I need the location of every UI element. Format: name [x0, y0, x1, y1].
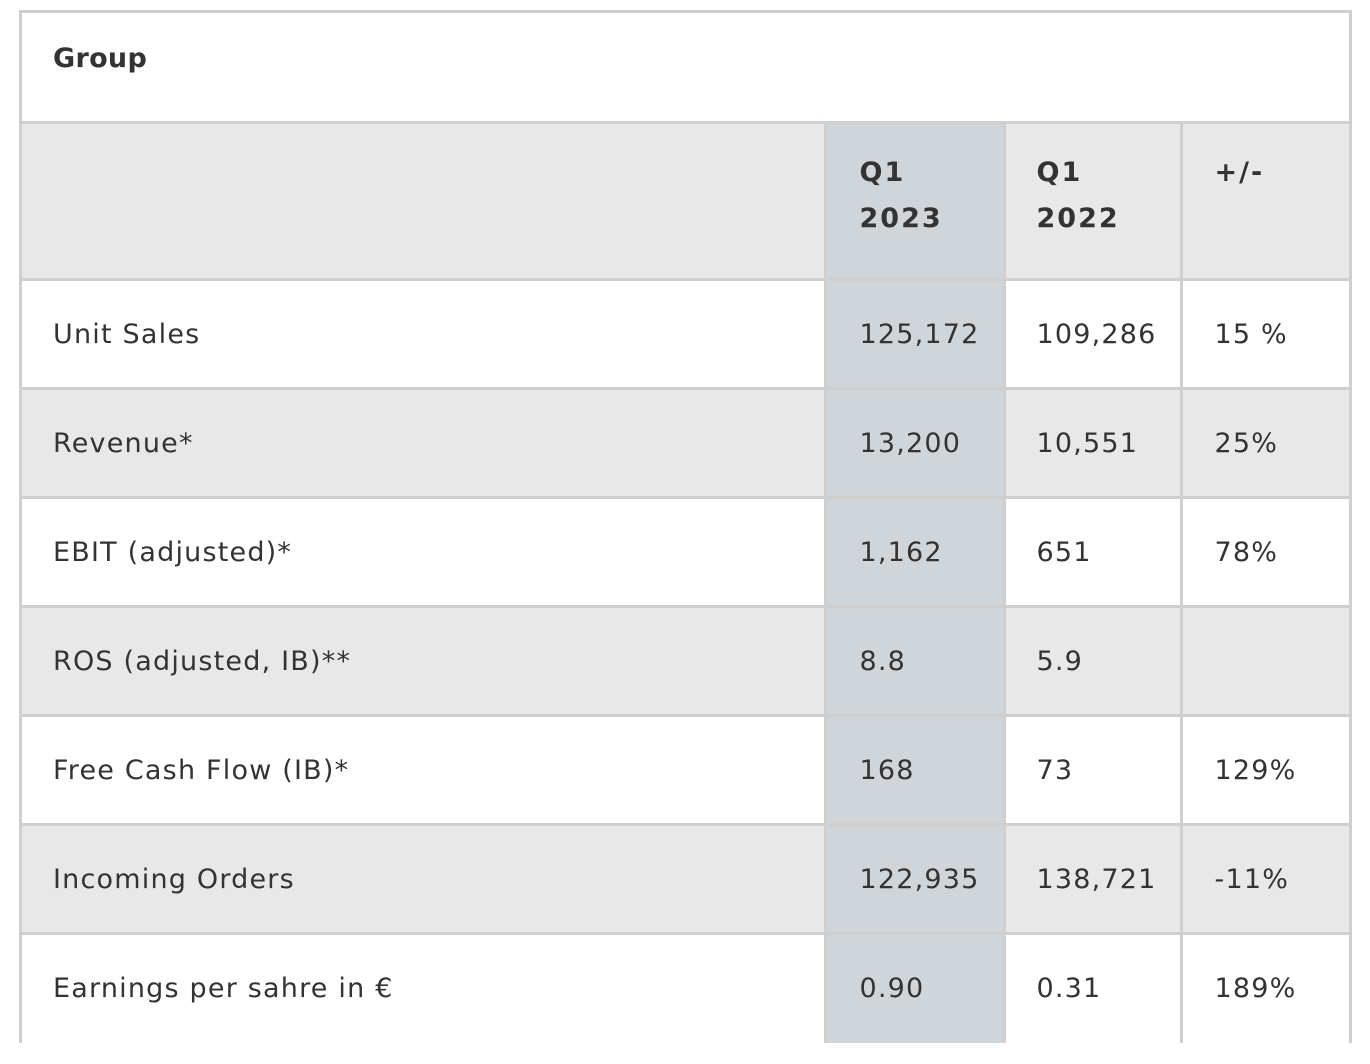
cell-diff: -11% — [1179, 823, 1349, 934]
row-label: Earnings per sahre in € — [22, 932, 825, 1043]
financial-table: Q1 2023 Q1 2022 +/- Unit Sales 125,172 1… — [22, 121, 1349, 1043]
cell-q1-2022: 109,286 — [1002, 278, 1181, 389]
table-row: Free Cash Flow (IB)* 168 73 129% — [22, 714, 1349, 825]
cell-q1-2023: 1,162 — [823, 496, 1004, 607]
cell-q1-2023: 168 — [823, 714, 1004, 825]
cell-q1-2023: 122,935 — [823, 823, 1004, 934]
cell-q1-2022: 10,551 — [1002, 387, 1181, 498]
cell-diff: 25% — [1179, 387, 1349, 498]
header-q1-2022-year: 2022 — [1036, 203, 1120, 234]
row-label: Unit Sales — [22, 278, 825, 389]
table-row: Incoming Orders 122,935 138,721 -11% — [22, 823, 1349, 934]
row-label: EBIT (adjusted)* — [22, 496, 825, 607]
cell-q1-2023: 13,200 — [823, 387, 1004, 498]
row-label: Incoming Orders — [22, 823, 825, 934]
row-label: Revenue* — [22, 387, 825, 498]
cell-q1-2022: 73 — [1002, 714, 1181, 825]
cell-q1-2022: 5.9 — [1002, 605, 1181, 716]
header-q1-2023-year: 2023 — [859, 203, 943, 234]
financial-table-card: Group Q1 2023 Q1 2022 +/- — [19, 10, 1352, 1043]
cell-q1-2023: 8.8 — [823, 605, 1004, 716]
table-row: Revenue* 13,200 10,551 25% — [22, 387, 1349, 498]
row-label: ROS (adjusted, IB)** — [22, 605, 825, 716]
table-row: EBIT (adjusted)* 1,162 651 78% — [22, 496, 1349, 607]
cell-diff — [1179, 605, 1349, 716]
header-diff: +/- — [1179, 121, 1349, 280]
header-label-cell — [22, 121, 825, 280]
header-q1-2023: Q1 2023 — [823, 121, 1004, 280]
table-row: Earnings per sahre in € 0.90 0.31 189% — [22, 932, 1349, 1043]
cell-q1-2023: 0.90 — [823, 932, 1004, 1043]
cell-diff: 78% — [1179, 496, 1349, 607]
cell-diff: 129% — [1179, 714, 1349, 825]
row-label: Free Cash Flow (IB)* — [22, 714, 825, 825]
cell-q1-2022: 651 — [1002, 496, 1181, 607]
cell-diff: 15 % — [1179, 278, 1349, 389]
table-row: Unit Sales 125,172 109,286 15 % — [22, 278, 1349, 389]
cell-q1-2023: 125,172 — [823, 278, 1004, 389]
header-q1-2023-quarter: Q1 — [859, 157, 906, 188]
table-header-row: Q1 2023 Q1 2022 +/- — [22, 121, 1349, 280]
header-q1-2022: Q1 2022 — [1002, 121, 1181, 280]
cell-diff: 189% — [1179, 932, 1349, 1043]
cell-q1-2022: 0.31 — [1002, 932, 1181, 1043]
header-q1-2022-quarter: Q1 — [1036, 157, 1083, 188]
group-title: Group — [53, 43, 148, 74]
cell-q1-2022: 138,721 — [1002, 823, 1181, 934]
table-row: ROS (adjusted, IB)** 8.8 5.9 — [22, 605, 1349, 716]
